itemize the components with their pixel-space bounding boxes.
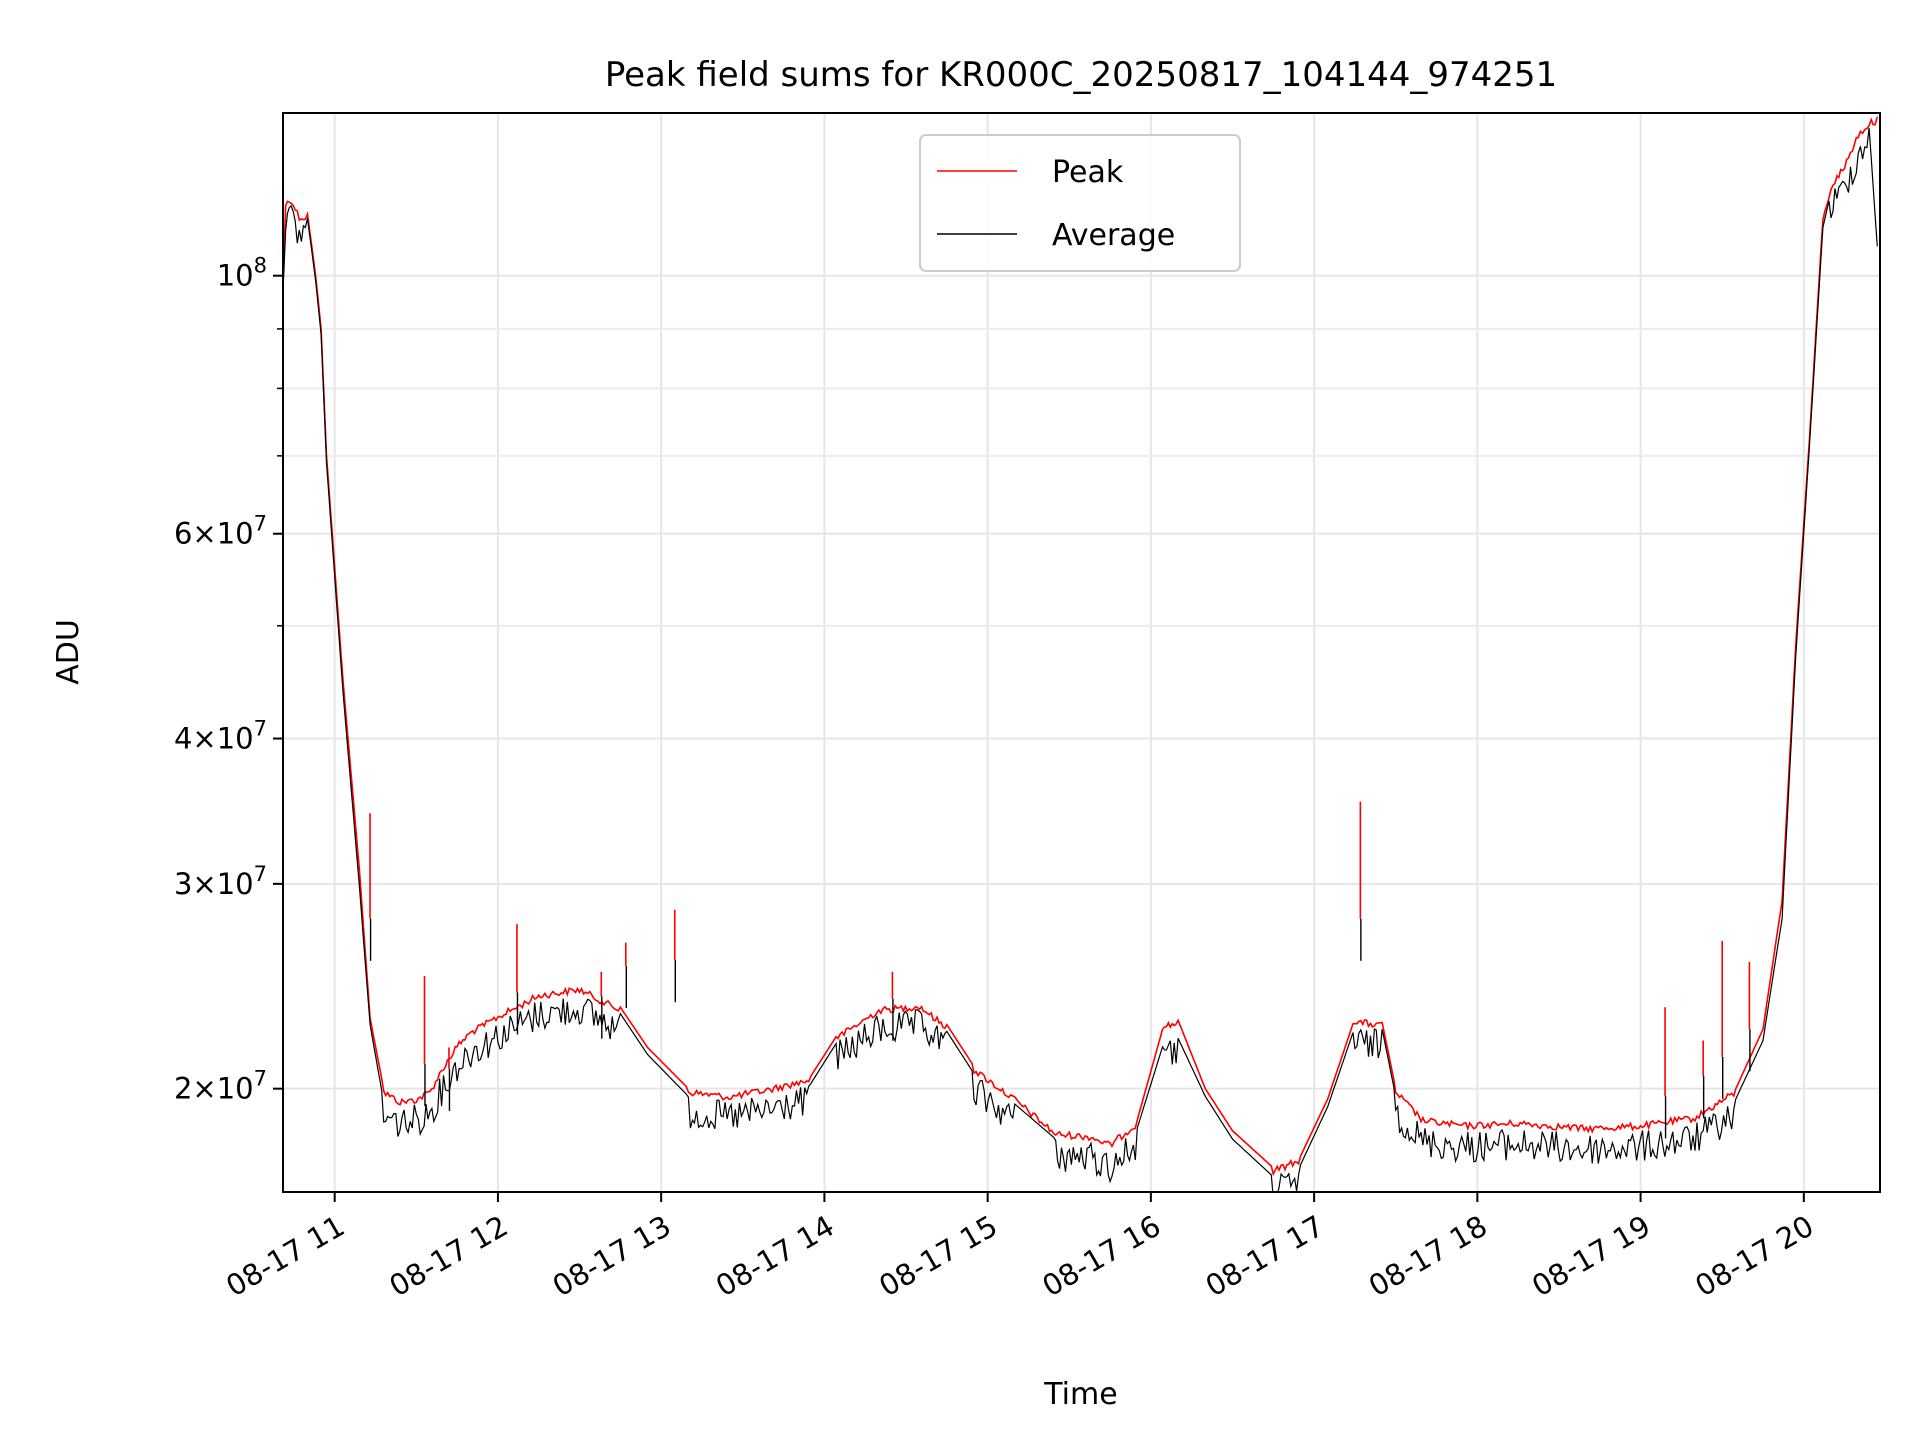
- y-tick-label: 2×107: [174, 1067, 267, 1106]
- y-tick-label: 108: [217, 254, 267, 293]
- legend-label-average: Average: [1052, 218, 1175, 253]
- series-layer: [283, 116, 1879, 1192]
- y-tick-label: 4×107: [174, 717, 267, 756]
- series-line-average: [283, 127, 1878, 1192]
- y-tick-label: 6×107: [174, 512, 267, 551]
- y-axis-label: ADU: [51, 619, 86, 685]
- chart-title: Peak field sums for KR000C_20250817_1041…: [605, 55, 1557, 95]
- plot-frame: [282, 112, 1881, 1193]
- legend: Peak Average: [919, 134, 1241, 272]
- legend-label-peak: Peak: [1052, 155, 1124, 190]
- grid: [283, 113, 1880, 1192]
- x-axis-label: Time: [1043, 1377, 1117, 1412]
- series-line-peak: [283, 116, 1879, 1177]
- y-tick-label: 3×107: [174, 862, 267, 901]
- legend-box: [919, 134, 1241, 272]
